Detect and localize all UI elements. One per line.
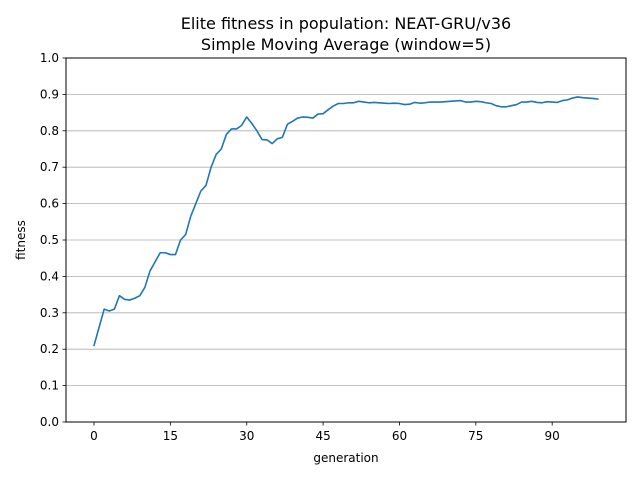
y-axis-ticks: 0.0 0.1 0.2 0.3 0.4 0.5 0.6 0.7 0.8 0.9 1.0 [40, 51, 66, 429]
x-axis-ticks: 0 15 30 45 60 75 90 [90, 422, 560, 443]
y-axis-label: fitness [14, 220, 28, 260]
y-tick-label: 0.7 [40, 160, 59, 174]
chart-title-line1: Elite fitness in population: NEAT-GRU/v3… [181, 14, 511, 33]
y-tick-label: 0.5 [40, 233, 59, 247]
y-tick-label: 0.3 [40, 306, 59, 320]
y-tick-label: 0.4 [40, 269, 59, 283]
x-tick-label: 15 [163, 429, 178, 443]
y-tick-label: 0.9 [40, 87, 59, 101]
y-tick-label: 0.0 [40, 415, 59, 429]
y-tick-label: 0.1 [40, 379, 59, 393]
y-tick-label: 1.0 [40, 51, 59, 65]
x-tick-label: 0 [90, 429, 98, 443]
y-tick-label: 0.6 [40, 197, 59, 211]
series-line-elite-fitness [93, 96, 599, 347]
chart-title-line2: Simple Moving Average (window=5) [201, 35, 491, 54]
y-tick-label: 0.2 [40, 342, 59, 356]
x-tick-label: 90 [545, 429, 560, 443]
line-layer [93, 96, 599, 347]
x-axis-label: generation [313, 451, 378, 465]
x-tick-label: 45 [315, 429, 330, 443]
grid-layer [66, 57, 626, 423]
x-tick-label: 60 [392, 429, 407, 443]
y-tick-label: 0.8 [40, 124, 59, 138]
x-tick-label: 75 [468, 429, 483, 443]
x-tick-label: 30 [239, 429, 254, 443]
